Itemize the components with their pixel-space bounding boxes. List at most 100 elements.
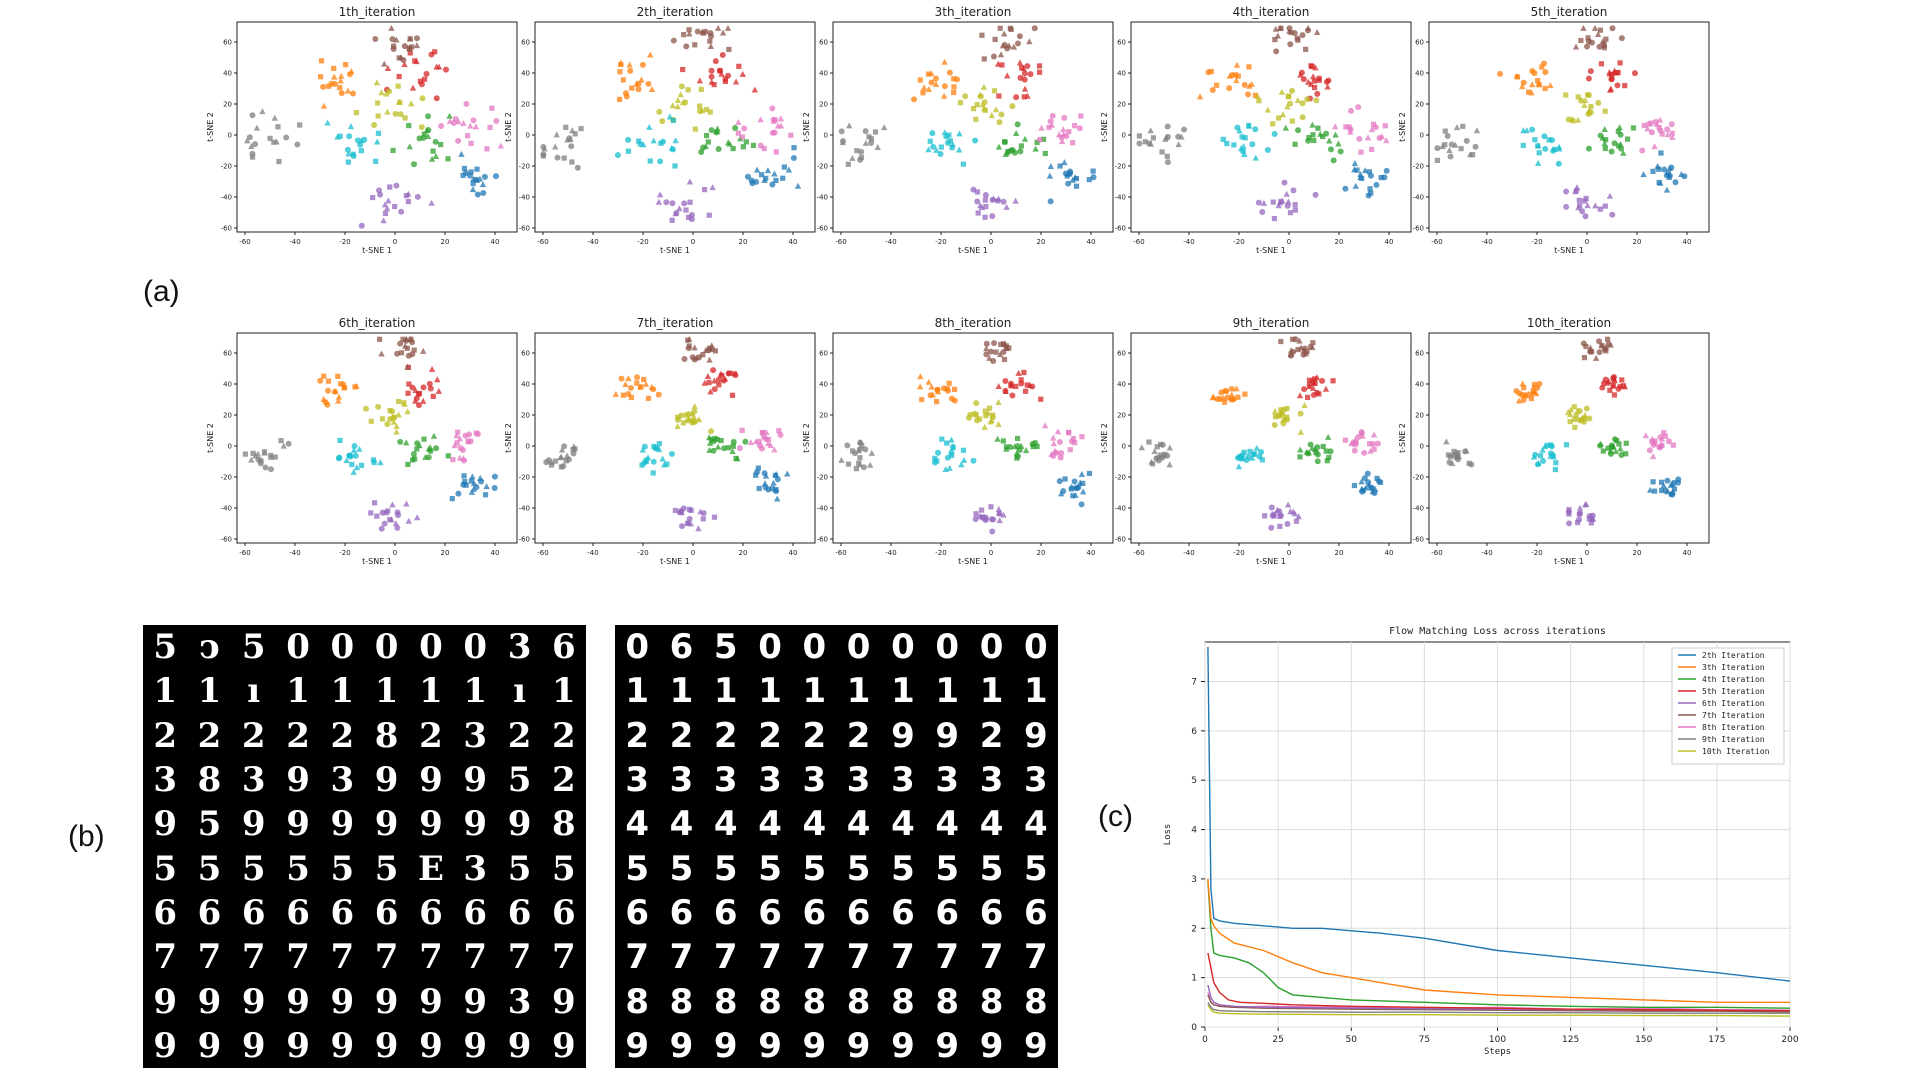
tsne-point: [685, 337, 691, 343]
generated-digit: 2: [419, 715, 443, 756]
tsne-point: [1271, 511, 1277, 517]
tsne-point: [387, 407, 393, 414]
generated-digit: 1: [552, 671, 576, 712]
panel-label-c: (c): [1098, 800, 1133, 833]
tsne-xlabel: t-SNE 1: [1554, 557, 1584, 566]
tsne-point: [370, 194, 376, 201]
tsne-ytick-label: 20: [1415, 101, 1424, 109]
tsne-point: [1604, 379, 1612, 386]
tsne-point: [553, 131, 560, 138]
tsne-point: [1309, 384, 1317, 391]
tsne-point: [426, 380, 433, 387]
generated-digit: 7: [197, 937, 222, 978]
tsne-point: [574, 164, 581, 171]
tsne-point: [974, 102, 980, 108]
tsne-point: [1675, 476, 1682, 483]
tsne-point: [331, 73, 338, 80]
tsne-point: [635, 86, 642, 93]
tsne-point: [721, 375, 729, 382]
tsne-point: [1527, 391, 1534, 397]
tsne-point: [761, 145, 767, 152]
tsne-point: [382, 210, 389, 217]
tsne-point: [446, 117, 454, 124]
tsne-point: [1073, 175, 1080, 182]
tsne-point: [686, 506, 693, 512]
tsne-point: [1289, 87, 1296, 94]
tsne-ylabel: t-SNE 2: [802, 423, 811, 453]
tsne-panel-2: 2th_iteration-60 -40 -20 0 20 406040200-20-40…: [504, 5, 816, 255]
generated-digit: 9: [1024, 715, 1048, 756]
generated-digit: 5: [625, 848, 649, 889]
tsne-point: [474, 191, 481, 198]
tsne-point: [1236, 127, 1243, 134]
tsne-point: [872, 129, 879, 135]
tsne-point: [1378, 133, 1386, 140]
tsne-point: [283, 134, 290, 141]
generated-digit: 9: [241, 804, 266, 845]
tsne-point: [990, 516, 997, 523]
tsne-point: [1528, 81, 1536, 88]
tsne-point: [1351, 160, 1359, 167]
tsne-point: [1567, 411, 1574, 418]
tsne-point: [708, 127, 715, 134]
tsne-point: [1018, 380, 1025, 387]
generated-digit: 6: [507, 892, 532, 933]
tsne-point: [1574, 407, 1581, 414]
tsne-point: [925, 378, 932, 385]
generated-digit: 3: [625, 760, 649, 801]
tsne-point: [430, 148, 436, 154]
tsne-point: [1315, 125, 1321, 131]
tsne-point: [341, 384, 348, 391]
tsne-point: [1016, 33, 1023, 40]
tsne-point: [1210, 393, 1217, 400]
tsne-point: [361, 136, 368, 143]
generated-digit: 9: [197, 1025, 222, 1066]
tsne-point: [358, 222, 365, 229]
tsne-point: [445, 453, 451, 459]
tsne-ytick-label: -20: [519, 163, 530, 171]
tsne-ytick-label: -20: [1115, 474, 1126, 482]
tsne-point: [695, 416, 703, 423]
tsne-point: [346, 71, 353, 78]
tsne-point: [396, 73, 402, 80]
tsne-point: [1013, 94, 1020, 101]
tsne-point: [638, 384, 644, 390]
tsne-point: [1585, 92, 1591, 98]
tsne-point: [975, 210, 981, 216]
tsne-ytick-label: -40: [221, 194, 232, 202]
tsne-axes-frame: [236, 332, 518, 544]
tsne-point: [1589, 349, 1595, 355]
tsne-point: [1357, 170, 1364, 177]
tsne-point: [1292, 141, 1298, 147]
tsne-point: [711, 386, 718, 393]
generated-digit: 8: [374, 715, 399, 756]
tsne-point: [739, 70, 746, 77]
tsne-point: [1614, 438, 1620, 444]
tsne-point: [484, 146, 490, 152]
tsne-point: [400, 336, 406, 342]
generated-digit: 0: [374, 627, 399, 668]
tsne-point: [1582, 96, 1589, 103]
generated-digit: 5: [286, 848, 310, 889]
tsne-point: [1533, 390, 1540, 397]
tsne-point: [1669, 130, 1675, 136]
tsne-point: [940, 92, 948, 99]
tsne-ytick-label: -40: [1413, 505, 1424, 513]
tsne-point: [1159, 441, 1166, 448]
generated-digit: 9: [552, 1025, 576, 1066]
tsne-point: [634, 374, 641, 381]
tsne-point: [978, 204, 986, 211]
tsne-point: [919, 396, 925, 403]
generated-digit: 8: [891, 981, 915, 1022]
tsne-point: [1230, 395, 1237, 402]
generated-digit: 6: [713, 892, 738, 933]
generated-digit: 5: [713, 627, 738, 668]
tsne-point: [1591, 24, 1599, 31]
tsne-point: [732, 124, 739, 131]
tsne-point: [698, 86, 704, 92]
tsne-point: [769, 486, 775, 492]
tsne-point: [1060, 126, 1067, 133]
tsne-point: [655, 391, 662, 398]
generated-digit: 2: [507, 715, 532, 756]
generated-digit: 0: [330, 627, 355, 668]
